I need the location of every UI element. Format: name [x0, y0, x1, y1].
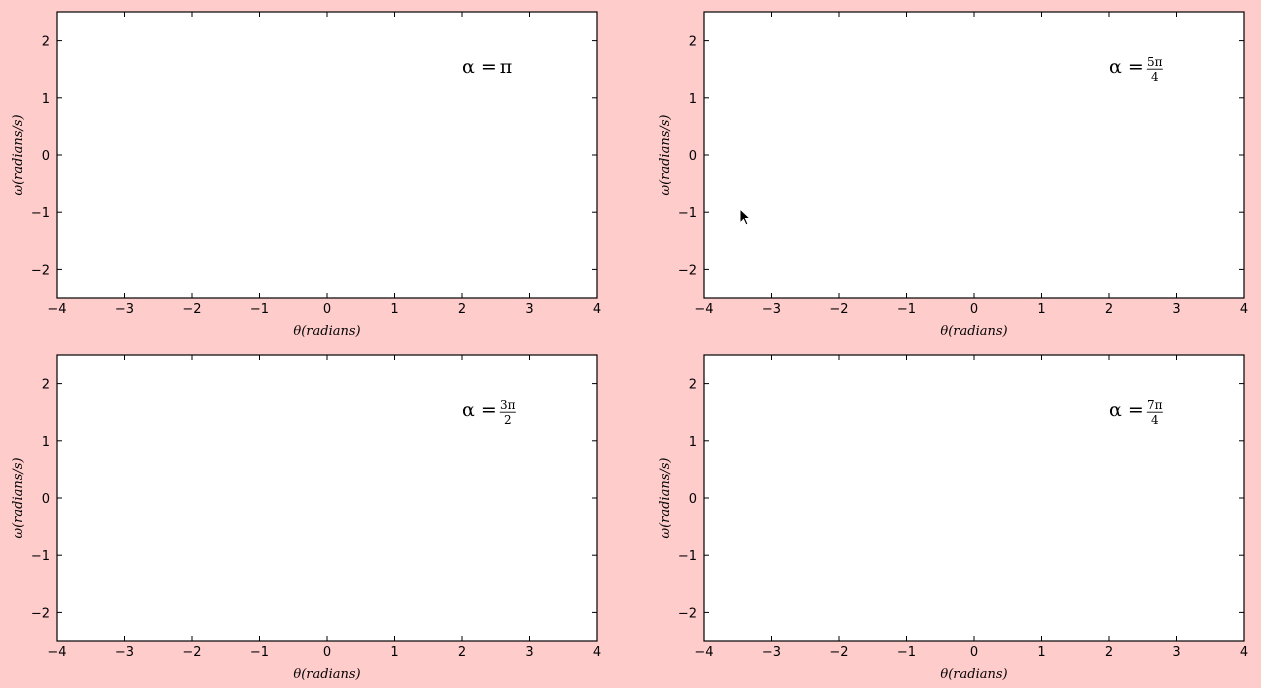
alpha-annotation: α = 7π4: [1109, 398, 1163, 427]
plot-area: [704, 355, 1244, 641]
y-tick-label: −1: [678, 206, 697, 221]
y-tick-label: 2: [42, 35, 50, 50]
x-tick-label: 4: [593, 302, 601, 317]
plot-area: [57, 12, 597, 298]
annotation-numerator: 5π: [1147, 55, 1163, 69]
x-tick-label: −1: [897, 645, 916, 660]
x-tick-label: 3: [1172, 645, 1180, 660]
x-tick-label: −4: [694, 302, 713, 317]
x-tick-label: −3: [115, 645, 134, 660]
annotation-prefix: α =: [462, 399, 497, 421]
x-tick-label: −2: [829, 302, 848, 317]
mouse-cursor-icon: [739, 207, 752, 226]
plot-frame: [56, 354, 598, 642]
x-tick-label: 1: [390, 302, 398, 317]
x-axis-label: θ(radians): [940, 324, 1007, 339]
y-tick-label: 0: [42, 492, 50, 507]
annotation-prefix: α =: [462, 56, 497, 78]
x-axis-label: θ(radians): [293, 667, 360, 682]
y-tick-label: 1: [42, 92, 50, 107]
annotation-denominator: 2: [504, 413, 512, 427]
y-tick-label: 2: [42, 378, 50, 393]
x-tick-label: −3: [762, 645, 781, 660]
y-tick-label: 1: [689, 92, 697, 107]
x-tick-label: −3: [115, 302, 134, 317]
x-tick-label: 1: [390, 645, 398, 660]
y-axis-label: ω(radians/s): [658, 114, 673, 195]
y-tick-label: −2: [31, 606, 50, 621]
plot-area: [57, 355, 597, 641]
y-tick-label: −1: [678, 549, 697, 564]
x-axis-label: θ(radians): [293, 324, 360, 339]
y-tick-label: 0: [689, 149, 697, 164]
x-tick-label: 0: [970, 645, 978, 660]
alpha-annotation: α = π: [462, 56, 512, 78]
subplot-4: −4 −3 −2 −1 0 1 2 3 4 −2 −1 0 1 2 θ(radians) ω(radians/…: [658, 354, 1248, 682]
x-tick-label: 3: [525, 302, 533, 317]
y-tick-label: −2: [31, 263, 50, 278]
x-tick-label: 0: [970, 302, 978, 317]
annotation-numerator: 3π: [500, 398, 516, 412]
y-axis-label: ω(radians/s): [11, 457, 26, 538]
x-tick-label: −4: [47, 645, 66, 660]
plot-frame: [56, 11, 598, 299]
y-axis-label: ω(radians/s): [658, 457, 673, 538]
plot-frame: [703, 11, 1245, 299]
y-tick-label: −1: [31, 549, 50, 564]
x-tick-label: 2: [1105, 302, 1113, 317]
y-tick-label: −2: [678, 606, 697, 621]
alpha-annotation: α = 3π2: [462, 398, 516, 427]
x-tick-label: 3: [525, 645, 533, 660]
x-tick-label: −2: [829, 645, 848, 660]
x-tick-label: 1: [1037, 645, 1045, 660]
x-tick-label: 4: [1240, 645, 1248, 660]
y-tick-label: 0: [689, 492, 697, 507]
x-tick-label: 3: [1172, 302, 1180, 317]
y-tick-label: 2: [689, 35, 697, 50]
y-tick-label: 1: [42, 435, 50, 450]
y-axis-label: ω(radians/s): [11, 114, 26, 195]
x-tick-label: −4: [694, 645, 713, 660]
x-tick-label: −2: [182, 302, 201, 317]
x-tick-label: 4: [593, 645, 601, 660]
annotation-denominator: 4: [1151, 70, 1159, 84]
x-tick-label: 2: [1105, 645, 1113, 660]
subplot-3: −4 −3 −2 −1 0 1 2 3 4 −2 −1 0 1 2 θ(radians) ω(radians/…: [11, 354, 601, 682]
y-tick-label: 1: [689, 435, 697, 450]
y-tick-label: −2: [678, 263, 697, 278]
annotation-prefix: α =: [1109, 56, 1144, 78]
x-tick-label: −3: [762, 302, 781, 317]
x-tick-label: −2: [182, 645, 201, 660]
x-tick-label: −4: [47, 302, 66, 317]
annotation-denominator: 4: [1151, 413, 1159, 427]
plot-area: [704, 12, 1244, 298]
x-tick-label: −1: [897, 302, 916, 317]
annotation-numerator: 7π: [1147, 398, 1163, 412]
x-tick-label: 0: [323, 645, 331, 660]
plot-frame: [703, 354, 1245, 642]
alpha-annotation: α = 5π4: [1109, 55, 1163, 84]
subplot-1: −4 −3 −2 −1 0 1 2 3 4 −2 −1 0 1 2 θ(radians) ω(radians/…: [11, 11, 601, 339]
subplot-2: −4 −3 −2 −1 0 1 2 3 4 −2 −1 0 1 2 θ(radians) ω(radians/…: [658, 11, 1248, 339]
x-tick-label: −1: [250, 645, 269, 660]
y-tick-label: 0: [42, 149, 50, 164]
y-tick-label: 2: [689, 378, 697, 393]
y-tick-label: −1: [31, 206, 50, 221]
x-axis-label: θ(radians): [940, 667, 1007, 682]
x-tick-label: 1: [1037, 302, 1045, 317]
x-tick-label: 4: [1240, 302, 1248, 317]
annotation-value: π: [500, 56, 513, 78]
annotation-prefix: α =: [1109, 399, 1144, 421]
x-tick-label: 2: [458, 302, 466, 317]
x-tick-label: −1: [250, 302, 269, 317]
x-tick-label: 2: [458, 645, 466, 660]
x-tick-label: 0: [323, 302, 331, 317]
